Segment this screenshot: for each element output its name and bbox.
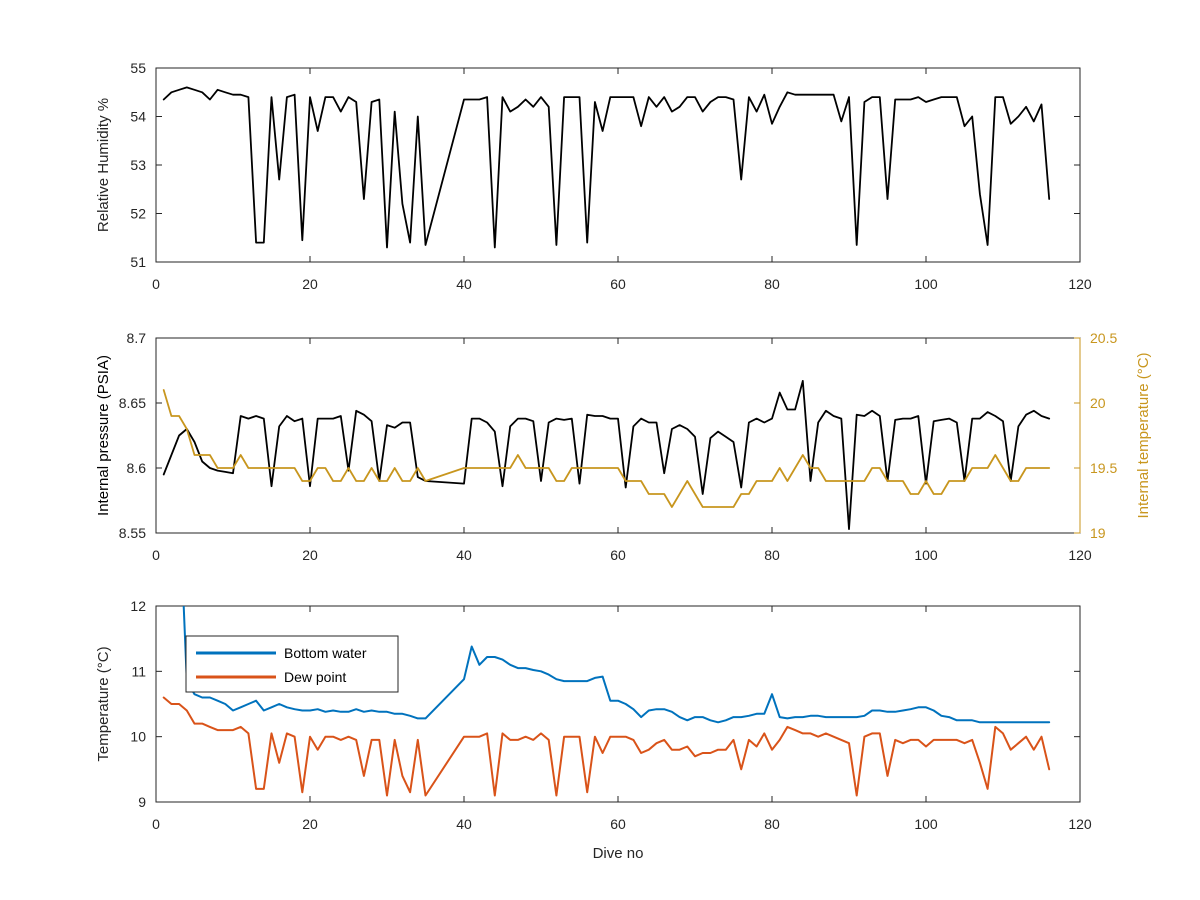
y-tick-label: 8.55 (119, 525, 146, 541)
x-tick-label: 40 (456, 547, 472, 563)
right-y-axis-label: Internal temperature (°C) (1135, 352, 1152, 518)
x-tick-label: 60 (610, 547, 626, 563)
y-tick-label: 51 (130, 254, 146, 270)
y-axis-label: Internal pressure (PSIA) (95, 355, 112, 516)
right-y-tick-label: 20 (1090, 395, 1106, 411)
y-tick-label: 54 (130, 109, 146, 125)
x-tick-label: 60 (610, 276, 626, 292)
pressure-temperature-panel: 0 20 40 60 80 100 120 8.55 8.6 8.65 8.7 19 19.5 20 20.… (95, 330, 1152, 563)
right-y-tick-label: 20.5 (1090, 330, 1117, 346)
x-tick-label: 120 (1068, 547, 1092, 563)
y-tick-label: 9 (138, 794, 146, 810)
y-tick-label: 55 (130, 60, 146, 76)
series-line-primary (162, 86, 1051, 249)
x-tick-label: 20 (302, 816, 318, 832)
y-tick-label: 8.65 (119, 395, 146, 411)
y-axis-label: Relative Humidity % (95, 98, 112, 232)
y-tick-label: 10 (130, 729, 146, 745)
x-tick-label: 80 (764, 276, 780, 292)
x-tick-label: 100 (914, 547, 938, 563)
x-tick-label: 0 (152, 547, 160, 563)
y-tick-label: 53 (130, 157, 146, 173)
x-tick-label: 0 (152, 276, 160, 292)
x-tick-label: 80 (764, 816, 780, 832)
series-line-bottom-water (182, 606, 1051, 724)
x-tick-label: 0 (152, 816, 160, 832)
x-tick-label: 100 (914, 816, 938, 832)
humidity-panel: 0 20 40 60 80 100 120 51 52 53 54 55 Relative Humidi… (95, 60, 1092, 292)
right-y-tick-label: 19.5 (1090, 460, 1117, 476)
y-axis-label: Temperature (°C) (95, 646, 112, 761)
legend: Bottom water Dew point (185, 635, 399, 693)
series-line-temperature (162, 389, 1051, 508)
x-tick-label: 120 (1068, 276, 1092, 292)
x-tick-label: 40 (456, 276, 472, 292)
temperature-panel: 0 20 40 60 80 100 120 9 10 11 12 Temperature (°C) Di… (95, 598, 1092, 862)
x-tick-label: 120 (1068, 816, 1092, 832)
x-tick-label: 80 (764, 547, 780, 563)
series-line-primary (162, 379, 1051, 530)
y-tick-label: 12 (130, 598, 146, 614)
x-tick-label: 20 (302, 547, 318, 563)
x-tick-label: 60 (610, 816, 626, 832)
right-y-tick-label: 19 (1090, 525, 1106, 541)
plot-frame (155, 337, 1081, 534)
x-tick-label: 20 (302, 276, 318, 292)
legend-box (185, 635, 399, 693)
x-tick-label: 100 (914, 276, 938, 292)
legend-label: Dew point (284, 669, 346, 685)
plot-frame (155, 605, 1081, 803)
y-tick-label: 8.7 (127, 330, 147, 346)
x-axis-label: Dive no (593, 845, 644, 862)
series-line-dew-point (162, 696, 1051, 797)
y-tick-label: 8.6 (127, 460, 147, 476)
y-tick-label: 11 (131, 663, 146, 679)
legend-label: Bottom water (284, 645, 367, 661)
x-tick-label: 40 (456, 816, 472, 832)
y-tick-label: 52 (130, 206, 146, 222)
